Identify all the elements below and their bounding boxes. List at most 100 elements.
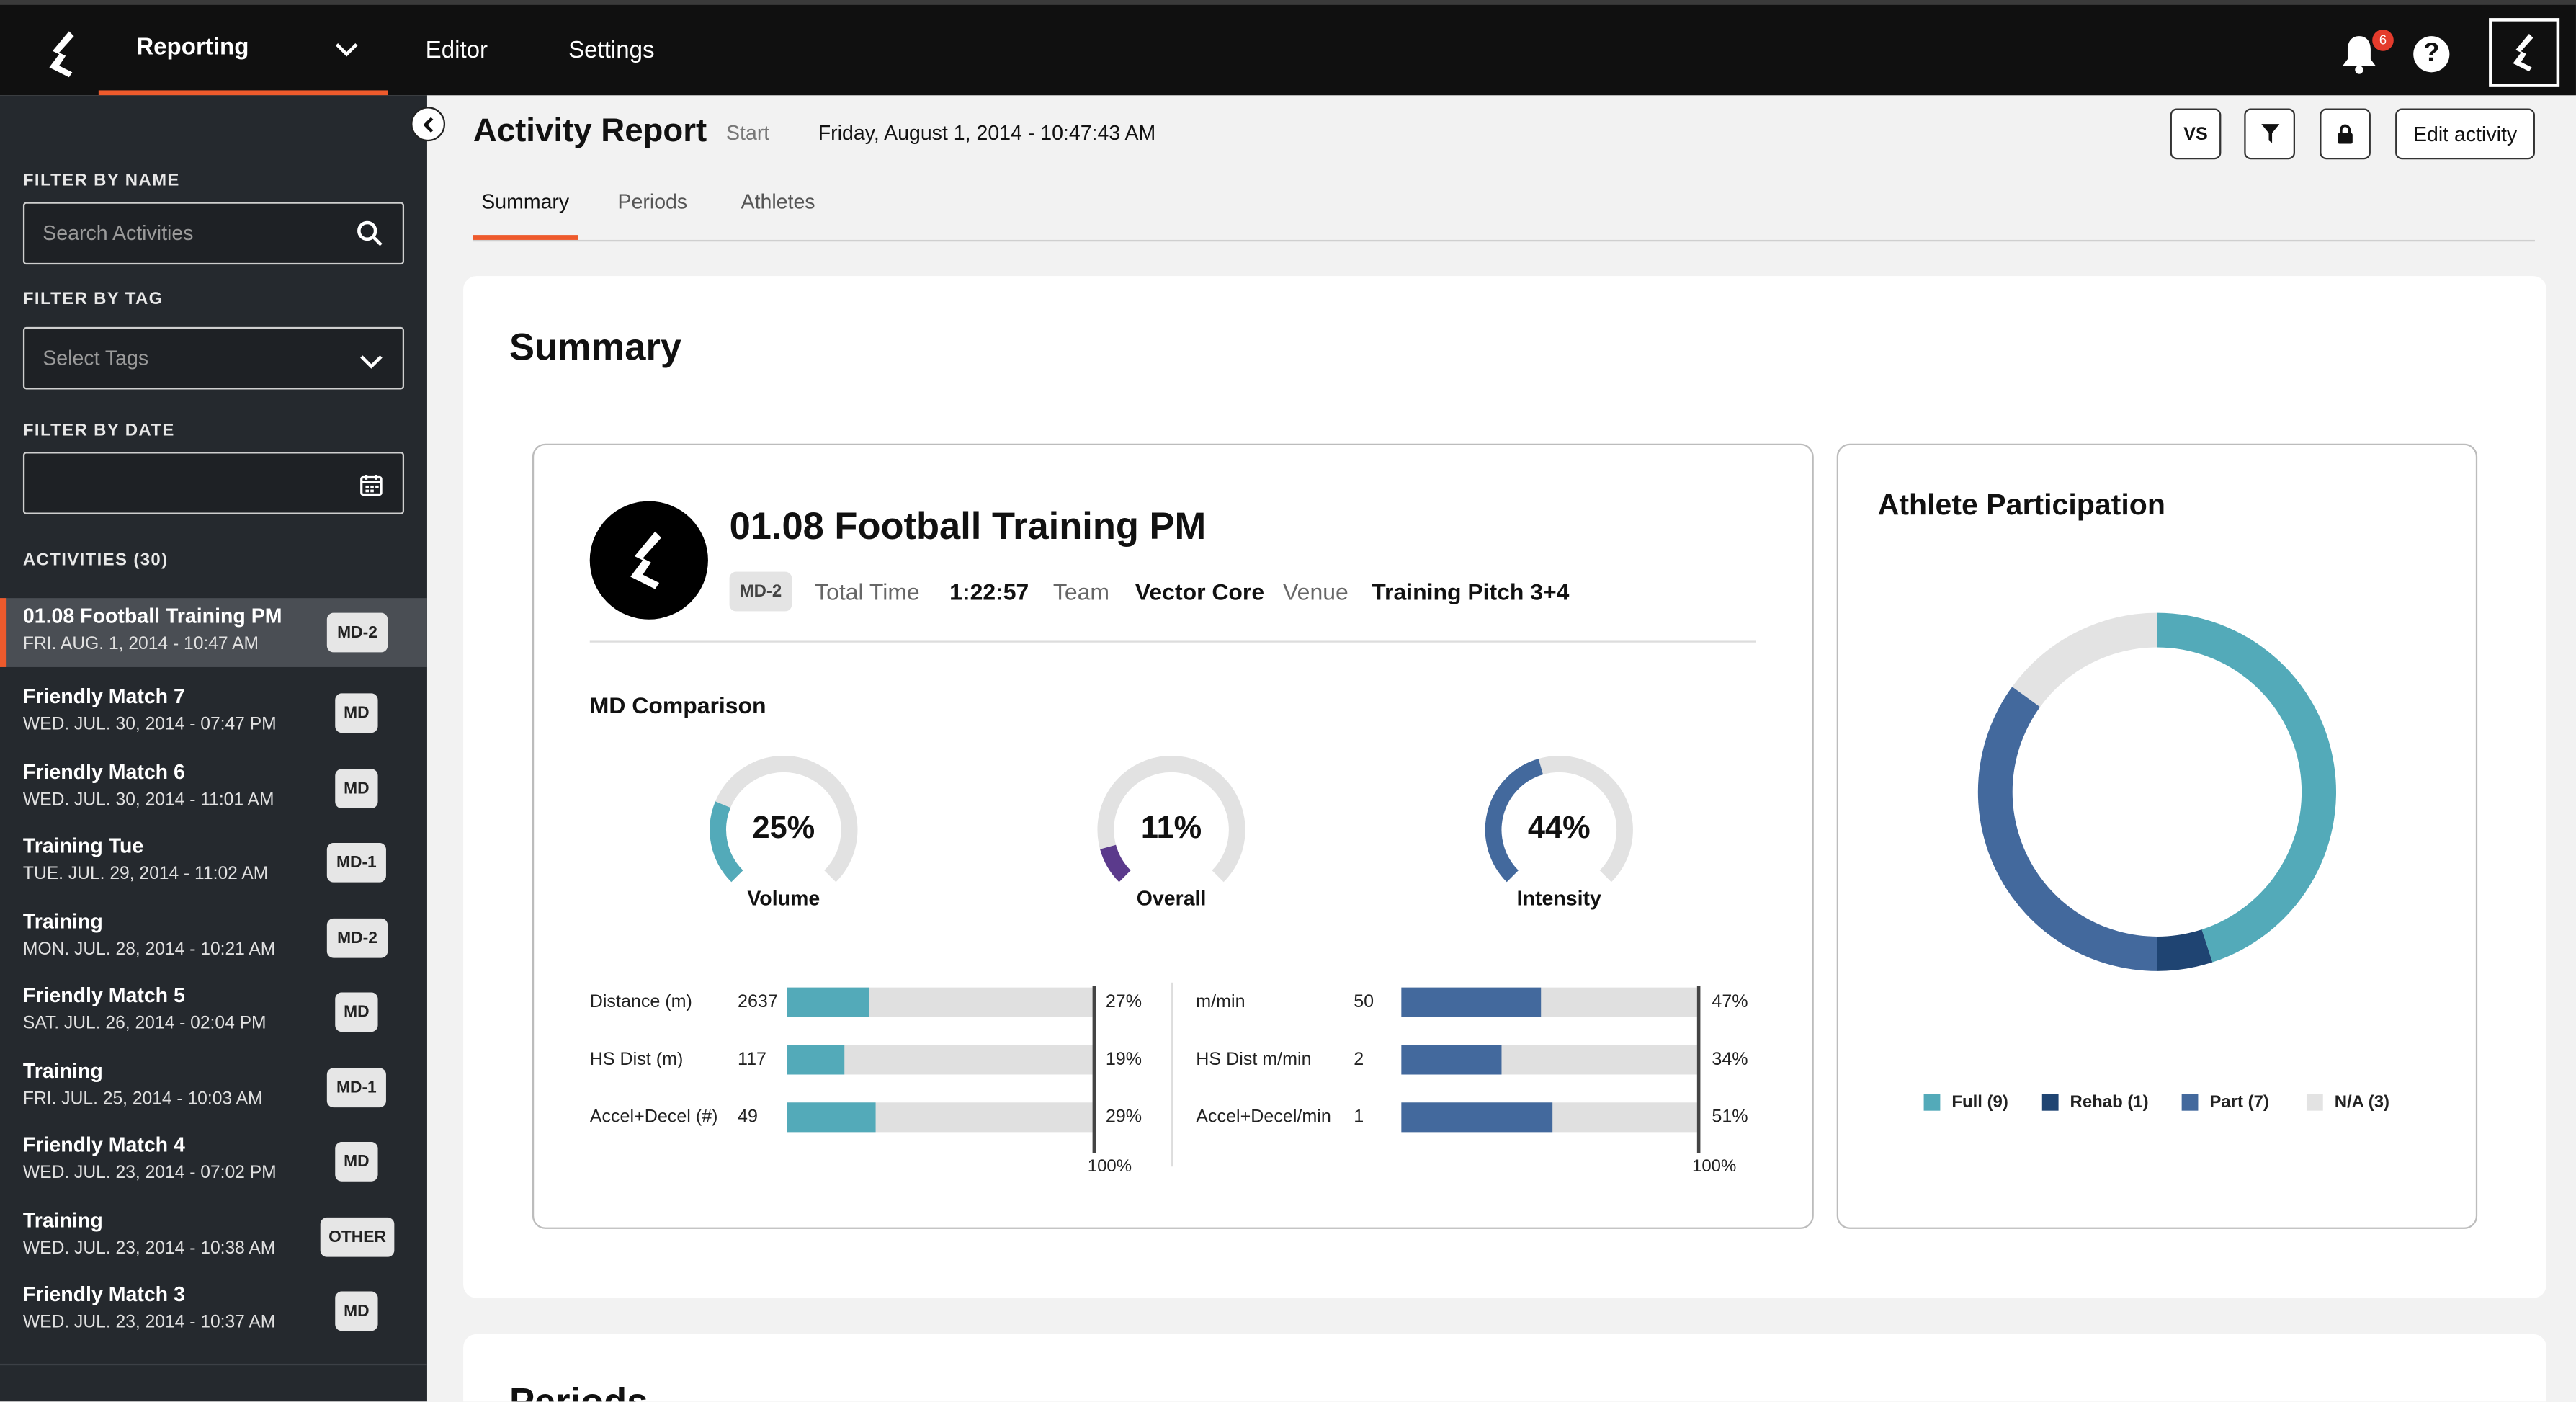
activity-item[interactable]: Friendly Match 7 WED. JUL. 30, 2014 - 07… [0, 679, 427, 748]
metric-percent: 29% [1105, 1107, 1142, 1128]
filter-date-label: FILTER BY DATE [22, 420, 175, 441]
intensity-100-line [1696, 986, 1700, 1153]
activity-item[interactable]: Friendly Match 4 WED. JUL. 23, 2014 - 07… [0, 1127, 427, 1196]
activity-date: WED. JUL. 30, 2014 - 11:01 AM [22, 790, 274, 811]
activity-date: WED. JUL. 23, 2014 - 07:02 PM [22, 1163, 277, 1184]
chevron-down-icon[interactable] [335, 37, 358, 63]
activity-tag-badge: MD [335, 1291, 378, 1331]
activity-item[interactable]: Training MON. JUL. 28, 2014 - 10:21 AM M… [0, 903, 427, 973]
nav-editor[interactable]: Editor [425, 37, 488, 63]
team-label: Team [1052, 578, 1109, 605]
venue-label: Venue [1283, 578, 1349, 605]
edit-activity-button[interactable]: Edit activity [2395, 108, 2535, 160]
date-filter-input[interactable] [22, 452, 405, 514]
intensity-gauge-label: Intensity [1516, 887, 1601, 911]
legend-swatch [2041, 1094, 2059, 1111]
top-bar: Reporting Editor Settings 6 ? [0, 0, 2576, 96]
activity-item[interactable]: Friendly Match 6 WED. JUL. 30, 2014 - 11… [0, 754, 427, 823]
metric-percent: 47% [1712, 992, 1748, 1012]
metric-bar-track [1401, 987, 1697, 1017]
legend-label: Part (7) [2209, 1092, 2269, 1112]
periods-card [463, 1334, 2546, 1402]
lock-button[interactable] [2320, 108, 2371, 160]
metric-bar-fill [787, 1102, 876, 1133]
metric-value: 1 [1354, 1107, 1364, 1128]
activity-item[interactable]: Training FRI. JUL. 25, 2014 - 10:03 AM M… [0, 1053, 427, 1122]
metric-value: 49 [737, 1107, 758, 1128]
metric-bar-fill [1401, 1045, 1502, 1075]
tab-periods[interactable]: Periods [617, 190, 688, 214]
participation-donut-chart [1977, 612, 2337, 971]
start-label: Start [726, 121, 770, 145]
overall-gauge: 11% Overall [1096, 756, 1247, 920]
md-badge: MD-2 [729, 571, 792, 612]
metric-bar-fill [1401, 987, 1541, 1017]
nav-settings[interactable]: Settings [568, 37, 655, 63]
metric-percent: 51% [1712, 1107, 1748, 1128]
activity-item[interactable]: Friendly Match 3 WED. JUL. 23, 2014 - 10… [0, 1277, 427, 1346]
metric-value: 2 [1354, 1050, 1364, 1070]
volume-bar-row: Accel+Decel (#) 49 29% [590, 1102, 1148, 1135]
donut-segment-full [2157, 612, 2337, 963]
search-icon[interactable] [357, 220, 383, 251]
metric-value: 2637 [737, 992, 778, 1012]
bars-divider [1171, 982, 1173, 1167]
activity-date: WED. JUL. 30, 2014 - 07:47 PM [22, 715, 277, 735]
activity-item[interactable]: Friendly Match 5 SAT. JUL. 26, 2014 - 02… [0, 978, 427, 1047]
intensity-bar-row: Accel+Decel/min 1 51% [1196, 1102, 1754, 1135]
total-time-label: Total Time [815, 578, 920, 605]
notification-bell-icon[interactable] [2340, 33, 2382, 76]
nav-reporting[interactable]: Reporting [98, 5, 388, 96]
activity-divider [589, 640, 1756, 643]
overall-gauge-label: Overall [1136, 887, 1207, 911]
metric-bar-track [787, 1045, 1093, 1075]
collapse-sidebar-button[interactable] [411, 107, 446, 142]
metric-bar-fill [787, 1045, 845, 1075]
activity-name: Friendly Match 5 [22, 984, 185, 1008]
intensity-gauge: 44% Intensity [1483, 756, 1634, 920]
intensity-100-label: 100% [1692, 1156, 1737, 1176]
active-tab-indicator [473, 235, 578, 240]
activity-tag-badge: MD-1 [326, 1068, 386, 1108]
legend-part: Part (7) [2181, 1092, 2269, 1112]
activity-item-selected[interactable]: 01.08 Football Training PM FRI. AUG. 1, … [0, 598, 427, 667]
metric-bar-fill [787, 987, 869, 1017]
volume-gauge-value: 25% [752, 811, 815, 847]
calendar-icon[interactable] [359, 473, 383, 501]
activity-item[interactable]: Training WED. JUL. 23, 2014 - 10:38 AM O… [0, 1202, 427, 1272]
activity-title: 01.08 Football Training PM [729, 504, 1207, 548]
activity-name: Training [22, 1059, 103, 1083]
lock-icon [2338, 124, 2353, 144]
tab-summary[interactable]: Summary [481, 190, 570, 214]
activity-tag-badge: MD-2 [326, 612, 388, 653]
legend-rehab: Rehab (1) [2041, 1093, 2149, 1112]
activity-date: MON. JUL. 28, 2014 - 10:21 AM [22, 939, 276, 960]
participation-title: Athlete Participation [1877, 488, 2165, 521]
metric-label: Accel+Decel (#) [589, 1107, 718, 1128]
activity-name: Training Tue [22, 834, 144, 858]
donut-segment-rehab [2157, 929, 2213, 971]
intensity-bar-row: m/min 50 47% [1196, 987, 1754, 1021]
tab-athletes[interactable]: Athletes [741, 190, 815, 214]
search-activities-input[interactable]: Search Activities [22, 202, 405, 265]
brand-logo-icon[interactable] [30, 22, 99, 87]
sidebar: FILTER BY NAME Search Activities FILTER … [0, 95, 427, 1402]
filter-button[interactable] [2244, 108, 2295, 160]
activity-item[interactable]: Training Tue TUE. JUL. 29, 2014 - 11:02 … [0, 828, 427, 897]
vs-compare-button[interactable]: VS [2170, 108, 2222, 160]
activity-name: Friendly Match 7 [22, 685, 185, 708]
volume-gauge-label: Volume [747, 887, 820, 911]
activity-date: WED. JUL. 23, 2014 - 10:37 AM [22, 1313, 276, 1333]
donut-segment-na [2012, 612, 2157, 707]
chevron-left-icon [422, 116, 433, 132]
volume-100-label: 100% [1087, 1156, 1132, 1176]
help-icon[interactable]: ? [2413, 36, 2450, 73]
filter-icon [2260, 124, 2279, 143]
start-value: Friday, August 1, 2014 - 10:47:43 AM [818, 121, 1156, 145]
account-brand-icon[interactable] [2489, 18, 2560, 87]
metric-label: HS Dist (m) [589, 1050, 684, 1070]
legend-full: Full (9) [1923, 1092, 2008, 1112]
select-tags-dropdown[interactable]: Select Tags [22, 326, 405, 390]
legend-label: Full (9) [1951, 1092, 2008, 1112]
volume-gauge: 25% Volume [708, 756, 859, 920]
